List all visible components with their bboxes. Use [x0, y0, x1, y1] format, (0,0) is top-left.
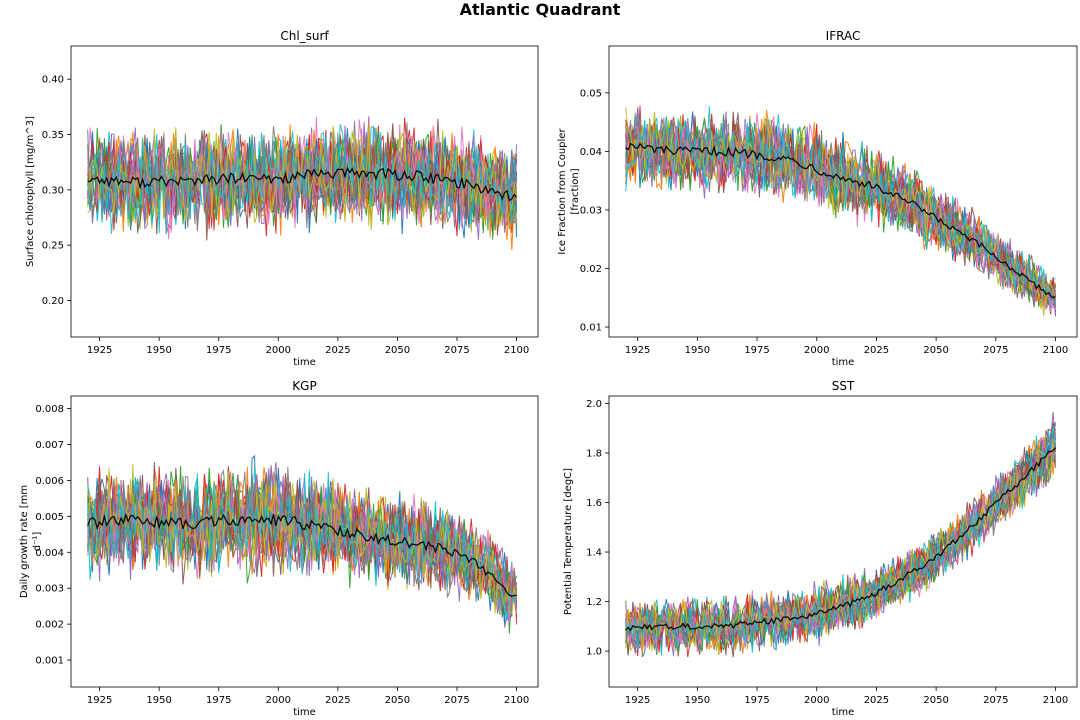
y-tick-label: 0.007: [35, 440, 64, 451]
x-tick-label: 2025: [864, 345, 889, 356]
x-axis-label: time: [293, 707, 316, 718]
x-axis-label: time: [832, 357, 855, 368]
y-tick-label: 0.25: [42, 241, 64, 252]
x-tick-label: 2100: [1043, 695, 1068, 706]
ensemble-mean-line: [87, 513, 517, 597]
ensemble-member-line: [625, 107, 1056, 309]
ensemble-member-line: [625, 106, 1056, 303]
x-tick-label: 2100: [1043, 345, 1068, 356]
x-tick-label: 1975: [744, 695, 769, 706]
y-tick-label: 0.004: [35, 548, 64, 559]
y-tick-label: 0.006: [35, 476, 64, 487]
axes-frame: [70, 395, 539, 688]
ensemble-member-line: [625, 438, 1056, 651]
ensemble-lines: [87, 116, 518, 250]
subplot-sst: 1925 1950 1975 2000 2025 2050 2075 2100 1.0 1.2 1.…: [563, 379, 1078, 718]
subplot-title: Chl_surf: [280, 29, 329, 43]
subplot-chl-surf: 1925 1950 1975 2000 2025 2050 2075 2100 0.20 0.25…: [25, 29, 539, 368]
y-tick-label: 1.2: [586, 597, 602, 608]
x-tick-label: 2075: [444, 345, 469, 356]
x-tick-label: 2000: [266, 345, 291, 356]
y-tick-label: 0.05: [580, 88, 602, 99]
ensemble-member-line: [87, 130, 517, 233]
x-tick-label: 2075: [444, 695, 469, 706]
axes-frame: [608, 45, 1078, 338]
x-axis-label: time: [832, 707, 855, 718]
x-tick-label: 1950: [146, 345, 171, 356]
y-tick-label: 0.04: [580, 147, 602, 158]
x-tick-label: 2050: [385, 345, 410, 356]
x-tick-label: 2025: [325, 345, 350, 356]
subplot-kgp: 1925 1950 1975 2000 2025 2050 2075 2100 0.001 0.0…: [19, 379, 539, 718]
x-axis-label: time: [293, 357, 316, 368]
x-tick-label: 1925: [625, 695, 650, 706]
axes-frame: [70, 45, 539, 338]
subplot-title: IFRAC: [826, 29, 861, 43]
figure-title: Atlantic Quadrant: [459, 0, 621, 19]
x-tick-label: 2100: [504, 695, 529, 706]
y-axis-label: Daily growth rate [mm d⁻¹]: [19, 485, 43, 598]
y-tick-label: 0.30: [42, 185, 64, 196]
y-tick-label: 0.005: [35, 512, 64, 523]
y-tick-label: 0.20: [42, 296, 64, 307]
y-tick-label: 0.02: [580, 264, 602, 275]
x-tick-label: 1975: [206, 695, 231, 706]
x-tick-label: 2000: [804, 695, 829, 706]
y-tick-label: 1.0: [586, 647, 602, 658]
subplot-title: SST: [832, 379, 855, 393]
subplot-title: KGP: [292, 379, 316, 393]
x-tick-label: 1925: [87, 695, 112, 706]
y-axis-label: Surface chlorophyll [mg/m^3]: [25, 116, 36, 267]
ensemble-mean-line: [625, 447, 1056, 632]
ensemble-member-line: [625, 411, 1056, 657]
ensemble-mean-line: [87, 166, 518, 202]
subplot-ifrac: 1925 1950 1975 2000 2025 2050 2075 2100 0.01 0.02…: [557, 29, 1078, 368]
x-tick-label: 1925: [87, 345, 112, 356]
y-tick-label: 0.008: [35, 404, 64, 415]
y-axis-label: Potential Temperature [degC]: [563, 468, 574, 615]
x-tick-label: 1975: [744, 345, 769, 356]
x-tick-label: 1975: [206, 345, 231, 356]
ensemble-member-line: [625, 426, 1056, 653]
ensemble-member-line: [87, 469, 517, 620]
ensemble-lines: [87, 454, 518, 634]
x-tick-label: 1950: [146, 695, 171, 706]
x-tick-label: 2025: [325, 695, 350, 706]
y-tick-label: 0.001: [35, 656, 64, 667]
x-tick-label: 2050: [385, 695, 410, 706]
x-tick-label: 2050: [923, 345, 948, 356]
x-tick-label: 2000: [266, 695, 291, 706]
y-tick-label: 1.4: [586, 548, 602, 559]
x-tick-label: 1925: [625, 345, 650, 356]
x-tick-label: 2075: [983, 695, 1008, 706]
ensemble-lines: [625, 411, 1056, 658]
x-tick-label: 2100: [504, 345, 529, 356]
ensemble-mean-line: [625, 142, 1056, 299]
x-tick-label: 2050: [923, 695, 948, 706]
x-tick-label: 2025: [864, 695, 889, 706]
x-tick-label: 1950: [685, 345, 710, 356]
x-tick-label: 2075: [983, 345, 1008, 356]
y-tick-label: 0.35: [42, 130, 64, 141]
y-tick-label: 1.6: [586, 498, 602, 509]
ensemble-member-line: [87, 467, 518, 608]
axes-frame: [608, 395, 1078, 688]
y-tick-label: 0.01: [580, 323, 602, 334]
x-tick-label: 1950: [685, 695, 710, 706]
ensemble-lines: [625, 105, 1056, 317]
x-tick-label: 2000: [804, 345, 829, 356]
y-tick-label: 0.03: [580, 205, 602, 216]
y-tick-label: 0.40: [42, 75, 64, 86]
y-tick-label: 2.0: [586, 399, 602, 410]
y-tick-label: 1.8: [586, 448, 602, 459]
y-axis-label: Ice Fraction from Coupler [fraction]: [557, 128, 581, 255]
y-tick-label: 0.002: [35, 620, 64, 631]
y-tick-label: 0.003: [35, 584, 64, 595]
